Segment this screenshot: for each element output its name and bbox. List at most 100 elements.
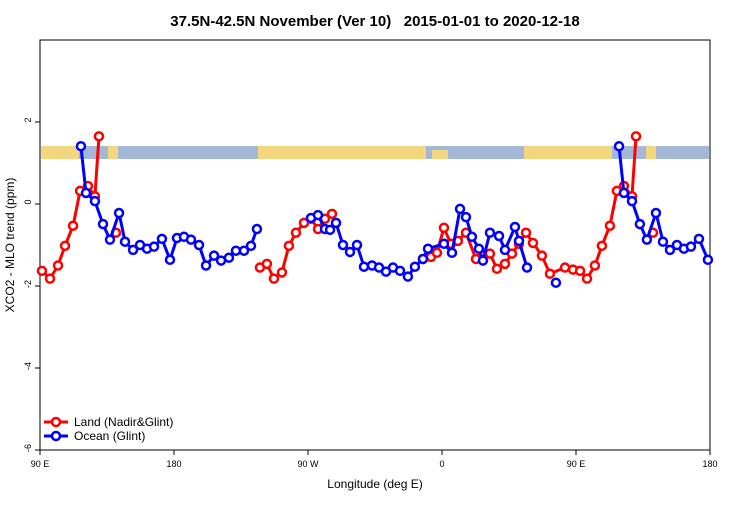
data-point xyxy=(641,234,653,245)
data-point xyxy=(402,271,414,282)
data-point xyxy=(290,227,302,238)
x-tick-label: 0 xyxy=(439,459,444,469)
data-point xyxy=(251,223,263,235)
data-point xyxy=(148,241,160,252)
data-point xyxy=(97,218,109,230)
land-strip xyxy=(258,146,426,159)
data-point xyxy=(520,227,532,238)
data-point xyxy=(664,244,676,256)
data-point xyxy=(89,195,101,207)
data-point xyxy=(454,203,466,215)
legend-marker xyxy=(50,416,62,428)
land-strip xyxy=(524,146,612,159)
plot-frame xyxy=(39,39,711,451)
data-point xyxy=(499,244,511,256)
data-point xyxy=(223,252,235,263)
data-point xyxy=(52,260,64,271)
data-point xyxy=(417,253,429,265)
data-point xyxy=(559,262,571,273)
data-point xyxy=(544,268,556,279)
data-point xyxy=(104,234,116,245)
y-tick-label: 0 xyxy=(23,199,33,204)
data-point xyxy=(156,233,168,245)
data-point xyxy=(200,260,212,271)
x-axis-label: Longitude (deg E) xyxy=(327,477,422,491)
legend-label: Ocean (Glint) xyxy=(74,429,145,443)
data-point xyxy=(491,263,503,275)
y-tick-label: 2 xyxy=(23,117,33,122)
data-point xyxy=(276,267,288,278)
data-point xyxy=(650,207,662,219)
data-point xyxy=(351,239,363,251)
data-point xyxy=(521,262,533,273)
land-strip xyxy=(108,146,118,159)
chart-title: 37.5N-42.5N November (Ver 10) 2015-01-01… xyxy=(170,13,579,30)
data-point xyxy=(185,234,197,245)
data-point xyxy=(75,140,87,152)
data-point xyxy=(59,240,71,252)
x-tick-label: 180 xyxy=(166,459,181,469)
data-point xyxy=(67,220,79,231)
data-point xyxy=(446,247,458,259)
data-point xyxy=(438,222,450,234)
data-point xyxy=(93,131,105,142)
land-strip xyxy=(646,146,656,159)
data-point xyxy=(422,243,434,254)
y-tick-label: -2 xyxy=(23,280,33,288)
data-point xyxy=(484,227,496,238)
data-point xyxy=(438,238,450,250)
data-point xyxy=(702,254,714,266)
data-point xyxy=(312,209,324,221)
data-point xyxy=(344,246,356,258)
data-point xyxy=(208,250,220,261)
data-point xyxy=(394,265,406,277)
data-point xyxy=(245,240,257,252)
x-tick-label: 180 xyxy=(702,459,717,469)
data-point xyxy=(693,233,705,245)
land-strip xyxy=(432,150,448,159)
data-point xyxy=(409,261,421,272)
data-point xyxy=(460,211,472,223)
data-point xyxy=(80,187,92,199)
data-point xyxy=(581,273,593,284)
data-point xyxy=(513,235,525,247)
data-point xyxy=(509,221,521,233)
y-tick-label: -4 xyxy=(23,362,33,370)
data-point xyxy=(466,231,478,243)
data-point xyxy=(164,254,176,266)
data-point xyxy=(613,140,625,152)
land-strip xyxy=(41,146,79,159)
data-point xyxy=(44,273,56,284)
data-point xyxy=(324,224,336,236)
data-point xyxy=(358,261,370,272)
data-point xyxy=(589,260,601,271)
data-point xyxy=(113,207,125,219)
x-tick-label: 90 E xyxy=(567,459,586,469)
data-point xyxy=(634,218,646,230)
legend-marker xyxy=(50,430,62,442)
data-point xyxy=(626,195,638,207)
map-strip xyxy=(41,146,709,159)
data-point xyxy=(477,255,489,266)
data-point xyxy=(657,236,669,247)
data-point xyxy=(119,236,131,247)
data-point xyxy=(283,240,295,252)
data-point xyxy=(596,240,608,252)
y-tick-label: -6 xyxy=(23,444,33,452)
x-tick-label: 90 W xyxy=(297,459,319,469)
data-point xyxy=(499,258,511,270)
data-point xyxy=(630,131,642,142)
data-point xyxy=(431,247,443,259)
y-axis-label: XCO2 - MLO trend (ppm) xyxy=(3,178,17,313)
data-point xyxy=(527,237,539,249)
data-point xyxy=(550,277,562,288)
data-point xyxy=(127,244,139,256)
data-point xyxy=(574,265,586,277)
data-point xyxy=(685,241,697,252)
data-point xyxy=(484,248,496,259)
data-point xyxy=(337,239,349,251)
data-point xyxy=(493,230,505,242)
data-point xyxy=(604,220,616,231)
